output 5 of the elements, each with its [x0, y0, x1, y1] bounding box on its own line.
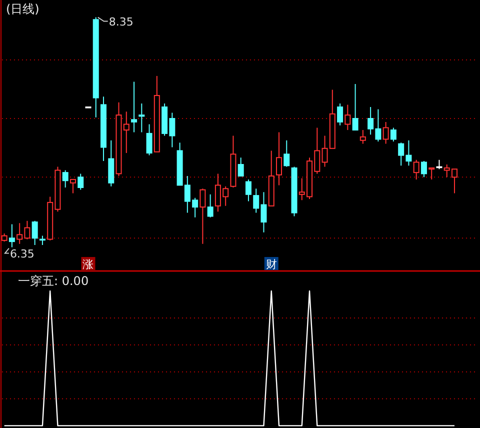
annotation: 8.35	[97, 15, 134, 28]
annotation: 6.35	[4, 247, 34, 260]
chart-title: (日线)	[6, 2, 40, 16]
annotation: 8.35	[108, 15, 134, 28]
chart-title: 一穿五: 0.00	[18, 274, 89, 288]
